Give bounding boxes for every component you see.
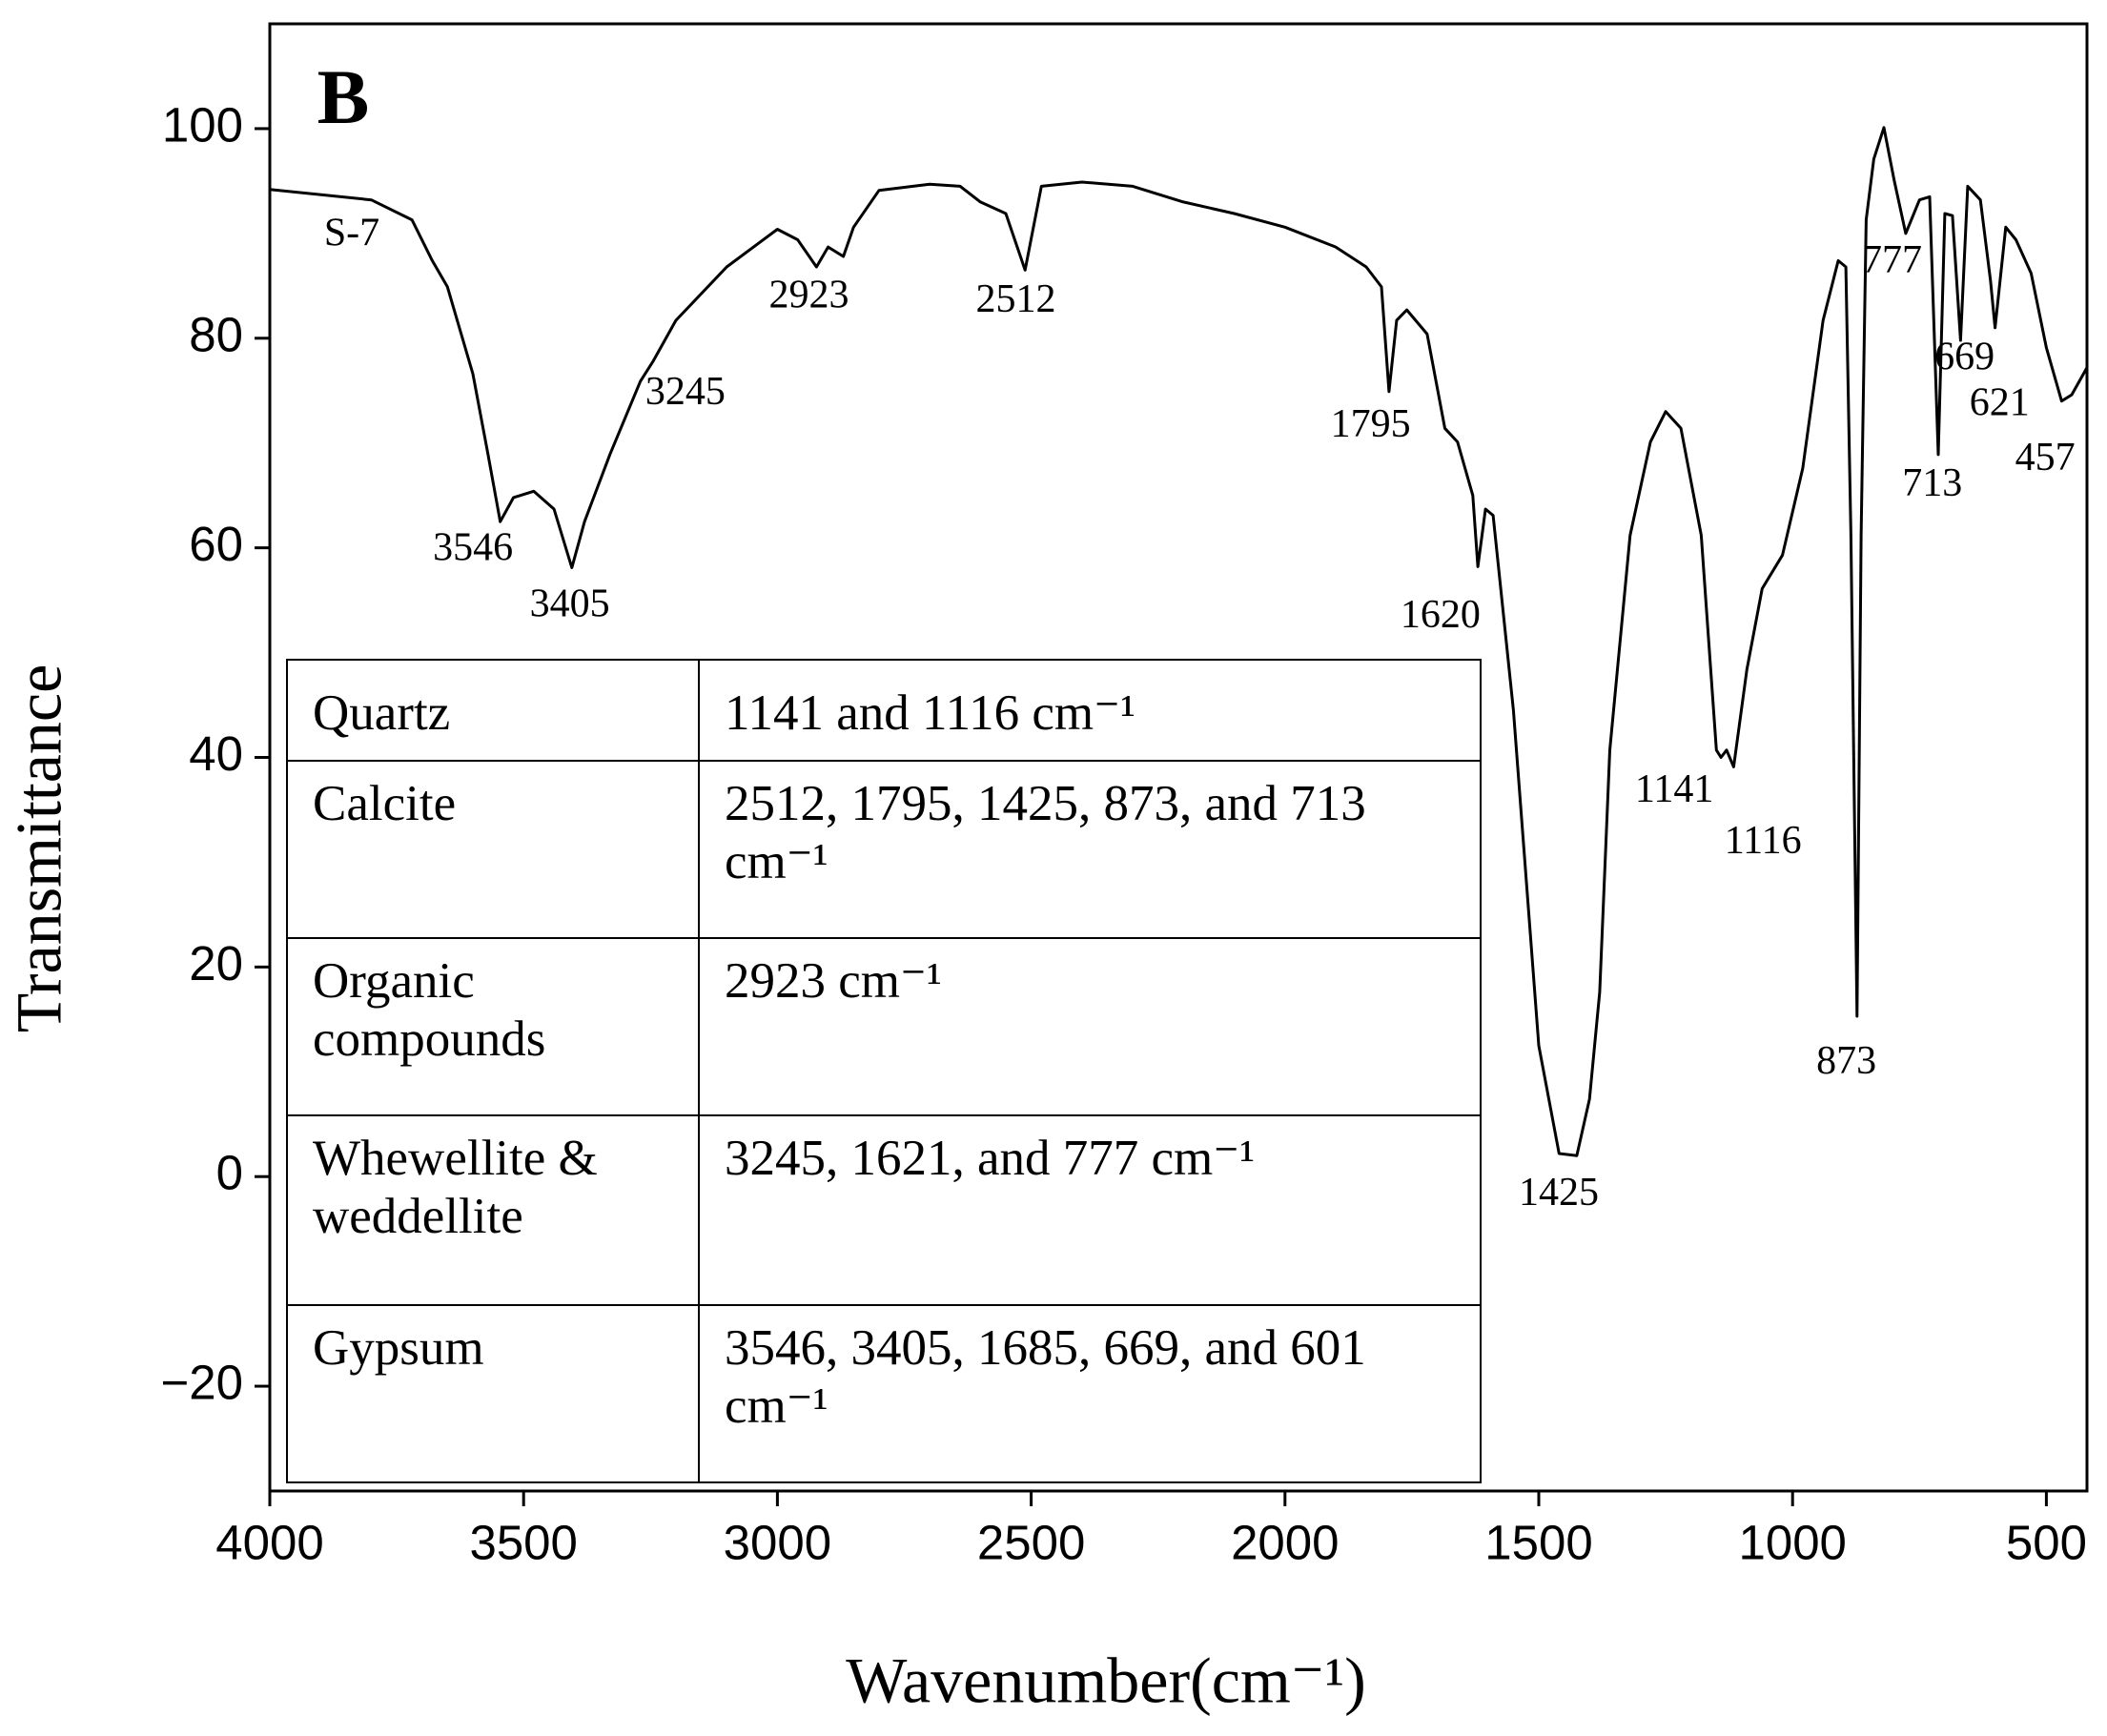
table-row: Quartz 1141 and 1116 cm⁻¹ xyxy=(286,659,1482,762)
mineral-cell: Quartz xyxy=(286,659,700,762)
mineral-cell: Organic compounds xyxy=(286,937,700,1116)
band-cell: 2512, 1795, 1425, 873, and 713 cm⁻¹ xyxy=(698,760,1482,939)
band-cell: 3245, 1621, and 777 cm⁻¹ xyxy=(698,1114,1482,1306)
assignment-table: Quartz 1141 and 1116 cm⁻¹ Calcite 2512, 179… xyxy=(286,659,1482,1483)
peak-label: 1116 xyxy=(1725,819,1802,863)
y-tick-label: 60 xyxy=(189,517,243,571)
x-tick-label: 3000 xyxy=(724,1515,831,1569)
peak-label: 1795 xyxy=(1331,402,1411,446)
band-cell: 3546, 3405, 1685, 669, and 601 cm⁻¹ xyxy=(698,1304,1482,1483)
peak-label: 3546 xyxy=(433,526,513,570)
mineral-cell: Gypsum xyxy=(286,1304,700,1483)
y-tick-label: 0 xyxy=(216,1146,243,1200)
band-cell: 2923 cm⁻¹ xyxy=(698,937,1482,1116)
table-row: Calcite 2512, 1795, 1425, 873, and 713 cm… xyxy=(286,760,1482,939)
y-tick-label: 20 xyxy=(189,936,243,991)
y-axis-title: Transmittance xyxy=(3,664,75,1033)
peak-label: 2512 xyxy=(976,277,1056,321)
peak-label: 3405 xyxy=(530,582,610,626)
peak-label: 713 xyxy=(1902,461,1962,505)
peak-label: 3245 xyxy=(645,370,726,414)
series-label: S-7 xyxy=(324,212,379,255)
x-tick-label: 2000 xyxy=(1231,1515,1339,1569)
table-row: Whewellite & weddellite 3245, 1621, and 7… xyxy=(286,1114,1482,1306)
table-row: Gypsum 3546, 3405, 1685, 669, and 601 cm⁻… xyxy=(286,1304,1482,1483)
peak-label: 873 xyxy=(1816,1039,1876,1083)
x-tick-label: 1000 xyxy=(1738,1515,1846,1569)
y-tick-label: −20 xyxy=(160,1356,243,1410)
peak-label: 669 xyxy=(1934,335,1994,378)
x-tick-label: 3500 xyxy=(469,1515,577,1569)
x-tick-label: 1500 xyxy=(1484,1515,1592,1569)
x-tick-label: 4000 xyxy=(215,1515,323,1569)
y-tick-label: 40 xyxy=(189,726,243,781)
peak-label: 2923 xyxy=(768,274,849,317)
mineral-cell: Calcite xyxy=(286,760,700,939)
peak-label: 1620 xyxy=(1401,593,1481,637)
x-tick-label: 500 xyxy=(2006,1515,2087,1569)
mineral-cell: Whewellite & weddellite xyxy=(286,1114,700,1306)
y-tick-label: 100 xyxy=(162,97,243,152)
peak-label: 621 xyxy=(1970,380,2030,424)
panel-label: B xyxy=(317,53,370,140)
peak-label: 777 xyxy=(1862,238,1922,282)
band-cell: 1141 and 1116 cm⁻¹ xyxy=(698,659,1482,762)
peak-label: 457 xyxy=(2015,436,2076,480)
table-row: Organic compounds 2923 cm⁻¹ xyxy=(286,937,1482,1116)
spectrum-line xyxy=(269,126,2089,1157)
x-tick-label: 2500 xyxy=(977,1515,1085,1569)
y-tick-label: 80 xyxy=(189,307,243,361)
peak-label: 1425 xyxy=(1519,1171,1599,1215)
peak-label: 1141 xyxy=(1635,767,1713,811)
x-axis-title: Wavenumber(cm⁻¹) xyxy=(846,1644,1365,1717)
